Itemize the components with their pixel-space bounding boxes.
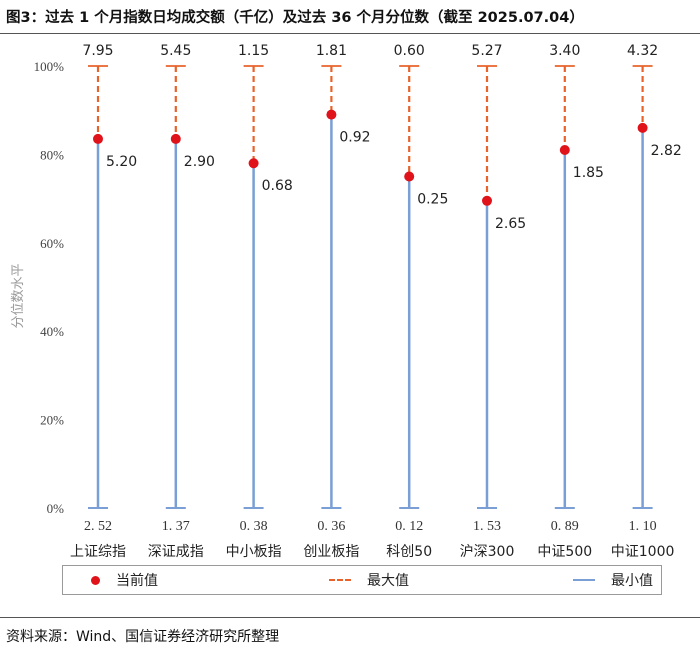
current-value-label: 0.68 [262, 178, 293, 194]
current-dot [404, 171, 415, 182]
legend-dot-icon [91, 575, 100, 585]
current-dot [559, 144, 570, 155]
chart-marks: 7.95 5.20 2. 52 上证综指 5.45 2.90 1. 37 深证成指 1.15 0.… [70, 43, 682, 560]
current-dot [93, 133, 103, 144]
chart-title: 图3：过去 1 个月指数日均成交额（千亿）及过去 36 个月分位数（截至 202… [6, 10, 584, 26]
y-tick-label: 80% [40, 147, 64, 162]
category-label: 上证综指 [70, 544, 126, 560]
max-value-label: 5.27 [471, 43, 502, 59]
legend-item-min: 最小值 [573, 566, 653, 594]
current-dot [170, 133, 181, 144]
max-value-label: 5.45 [160, 43, 191, 59]
max-value-label: 1.81 [316, 43, 347, 59]
legend-line-icon [573, 579, 595, 581]
max-value-label: 1.15 [238, 43, 269, 59]
max-value-label: 7.95 [82, 43, 113, 59]
bottom-rule [0, 617, 700, 618]
min-value-label: 1. 37 [162, 519, 190, 534]
min-value-label: 0. 89 [551, 519, 579, 534]
current-value-label: 1.85 [573, 165, 604, 181]
current-value-label: 2.65 [495, 216, 526, 232]
current-value-label: 0.25 [417, 192, 448, 208]
max-value-label: 0.60 [394, 43, 425, 59]
current-value-label: 5.20 [106, 154, 137, 170]
category-label: 沪深300 [460, 544, 515, 560]
category-label: 中证1000 [611, 544, 675, 560]
current-value-label: 2.90 [184, 154, 215, 170]
category-label: 创业板指 [303, 544, 359, 560]
legend-label-max: 最大值 [367, 573, 409, 589]
current-value-label: 2.82 [651, 143, 682, 159]
category-label: 科创50 [386, 544, 432, 560]
legend-item-current: 当前值 [91, 566, 158, 594]
y-tick-labels: 0% 20% 40% 60% 80% 100% [34, 59, 65, 516]
y-tick-label: 60% [40, 236, 64, 251]
legend: 当前值 最大值 最小值 [62, 565, 662, 595]
min-value-label: 1. 53 [473, 519, 501, 534]
source-note: 资料来源：Wind、国信证券经济研究所整理 [6, 629, 280, 645]
current-dot [326, 109, 337, 120]
range-chart: 分位数水平 0% 20% 40% 60% 80% 100% 7.95 5.20 2. 52 上证… [10, 43, 682, 560]
max-value-label: 4.32 [627, 43, 658, 59]
legend-item-max: 最大值 [329, 566, 409, 594]
legend-dash-icon [329, 579, 351, 581]
min-value-label: 2. 52 [84, 519, 112, 534]
category-label: 中证500 [537, 544, 592, 560]
y-tick-label: 100% [34, 59, 65, 74]
y-axis-label: 分位数水平 [10, 263, 25, 328]
category-label: 深证成指 [148, 544, 204, 560]
category-label: 中小板指 [226, 544, 282, 560]
min-value-label: 0. 36 [317, 519, 345, 534]
current-dot [482, 195, 492, 206]
y-tick-label: 0% [47, 501, 65, 516]
current-value-label: 0.92 [339, 130, 370, 146]
legend-label-min: 最小值 [611, 573, 653, 589]
min-value-label: 1. 10 [629, 519, 657, 534]
y-tick-label: 20% [40, 413, 64, 428]
current-dot [637, 122, 648, 133]
y-tick-label: 40% [40, 324, 64, 339]
top-rule [0, 33, 700, 34]
min-value-label: 0. 38 [240, 519, 268, 534]
legend-label-current: 当前值 [116, 573, 158, 589]
min-value-label: 0. 12 [395, 519, 423, 534]
current-dot [248, 158, 259, 169]
max-value-label: 3.40 [549, 43, 580, 59]
